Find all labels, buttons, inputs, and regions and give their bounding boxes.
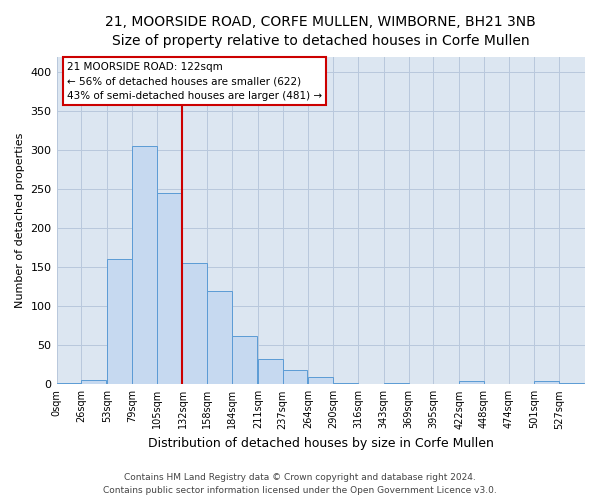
Bar <box>559 382 584 384</box>
Bar <box>182 264 207 384</box>
X-axis label: Distribution of detached houses by size in Corfe Mullen: Distribution of detached houses by size … <box>148 437 494 450</box>
Bar <box>157 193 182 384</box>
Bar <box>308 378 333 384</box>
Bar <box>82 380 106 384</box>
Bar <box>283 370 307 384</box>
Bar <box>384 382 409 384</box>
Bar <box>207 290 232 384</box>
Bar <box>132 146 157 384</box>
Bar <box>535 381 559 384</box>
Bar <box>333 382 358 384</box>
Bar <box>258 360 283 384</box>
Y-axis label: Number of detached properties: Number of detached properties <box>15 133 25 308</box>
Bar <box>232 336 257 384</box>
Text: Contains HM Land Registry data © Crown copyright and database right 2024.
Contai: Contains HM Land Registry data © Crown c… <box>103 474 497 495</box>
Bar <box>56 382 82 384</box>
Bar <box>107 260 132 384</box>
Bar <box>459 381 484 384</box>
Title: 21, MOORSIDE ROAD, CORFE MULLEN, WIMBORNE, BH21 3NB
Size of property relative to: 21, MOORSIDE ROAD, CORFE MULLEN, WIMBORN… <box>106 15 536 48</box>
Text: 21 MOORSIDE ROAD: 122sqm
← 56% of detached houses are smaller (622)
43% of semi-: 21 MOORSIDE ROAD: 122sqm ← 56% of detach… <box>67 62 322 101</box>
